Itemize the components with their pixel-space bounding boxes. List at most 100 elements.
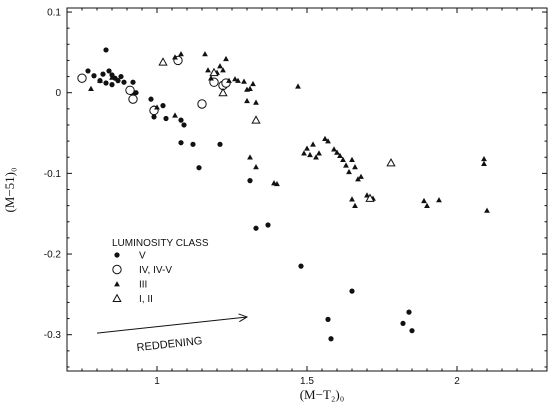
y-tick-label: 0.1: [47, 8, 61, 19]
legend: LUMINOSITY CLASS V IV, IV-V III I, II: [112, 238, 209, 305]
x-tick-label: 2: [454, 376, 460, 387]
data-point: [121, 79, 127, 85]
data-point: [232, 76, 238, 82]
legend-label: I, II: [139, 294, 153, 305]
data-point: [343, 162, 349, 168]
data-point: [253, 225, 259, 231]
data-point: [160, 103, 166, 109]
data-point: [325, 138, 331, 144]
data-point: [109, 82, 115, 88]
data-point: [220, 67, 226, 73]
data-point: [178, 51, 184, 57]
data-point: [88, 85, 94, 91]
x-tick-label: 1: [154, 376, 160, 387]
data-point: [103, 80, 109, 86]
data-point: [241, 78, 247, 84]
y-tick-label: 0: [55, 88, 61, 99]
data-point: [328, 336, 334, 342]
data-point: [424, 202, 430, 208]
y-axis: 0.1 0 -0.1 -0.2 -0.3: [44, 8, 547, 368]
data-point: [295, 83, 301, 89]
data-point: [197, 99, 207, 109]
data-point: [196, 165, 202, 171]
data-point: [247, 154, 253, 160]
y-tick-label: -0.2: [44, 250, 62, 261]
data-point: [178, 140, 184, 146]
data-point: [307, 151, 313, 158]
data-point: [202, 51, 208, 57]
data-point: [223, 55, 229, 62]
data-point: [364, 192, 370, 198]
data-point: [247, 178, 253, 184]
legend-label: IV, IV-V: [139, 265, 172, 276]
data-point: [484, 207, 490, 213]
data-point: [337, 152, 343, 158]
data-point: [421, 197, 427, 204]
data-point: [158, 57, 168, 66]
legend-marker: [114, 252, 120, 258]
y-axis-title: (M−51)₀: [2, 167, 17, 212]
data-point: [181, 122, 187, 128]
data-point: [77, 73, 87, 83]
plot-frame: [66, 7, 548, 372]
data-point: [365, 193, 375, 202]
data-point: [251, 115, 261, 124]
data-point: [118, 73, 124, 80]
data-point: [226, 77, 232, 83]
legend-title: LUMINOSITY CLASS: [112, 238, 209, 249]
data-point: [125, 85, 135, 95]
data-point: [154, 104, 160, 110]
data-point: [334, 149, 340, 155]
data-point: [253, 99, 259, 105]
data-point: [205, 67, 211, 73]
data-points: [77, 47, 490, 342]
data-point: [172, 54, 178, 60]
legend-label: V: [139, 251, 146, 262]
data-point: [340, 156, 346, 162]
data-point: [208, 75, 214, 81]
data-point: [409, 328, 415, 334]
data-point: [313, 154, 319, 160]
series-open-circle: [77, 55, 231, 116]
data-point: [151, 114, 157, 120]
data-point: [316, 150, 322, 156]
x-tick-label: 1.5: [300, 376, 314, 387]
data-point: [349, 156, 355, 162]
legend-entries: V IV, IV-V III I, II: [112, 251, 172, 305]
reddening-arrowhead: [238, 313, 249, 323]
data-point: [358, 173, 364, 179]
legend-label: III: [139, 280, 147, 291]
data-point: [250, 80, 256, 87]
x-axis: 1 1.5 2: [81, 8, 533, 387]
data-point: [406, 309, 412, 315]
data-point: [235, 77, 241, 83]
data-point: [322, 135, 328, 141]
data-point: [130, 79, 136, 85]
data-point: [209, 67, 219, 77]
x-axis-title: (M−T₂)₀: [300, 387, 345, 402]
data-point: [244, 97, 250, 104]
data-point: [97, 77, 103, 83]
data-point: [217, 63, 223, 69]
data-point: [217, 141, 223, 147]
data-point: [265, 222, 271, 228]
y-tick-label: -0.3: [44, 330, 62, 341]
data-point: [352, 202, 358, 208]
data-point: [148, 96, 154, 102]
data-point: [481, 155, 487, 162]
data-point: [436, 197, 442, 203]
series-open-triangle: [158, 57, 396, 202]
data-point: [178, 117, 184, 123]
reddening-label: REDDENING: [136, 335, 203, 354]
legend-marker: [112, 264, 122, 275]
data-point: [253, 164, 259, 170]
y-tick-label: -0.1: [44, 169, 62, 180]
data-point: [386, 158, 396, 167]
reddening-arrow: [96, 316, 248, 334]
data-point: [325, 316, 331, 322]
data-point: [115, 78, 121, 84]
data-point: [163, 115, 169, 122]
series-filled-circle: [85, 47, 415, 342]
data-point: [190, 141, 196, 147]
